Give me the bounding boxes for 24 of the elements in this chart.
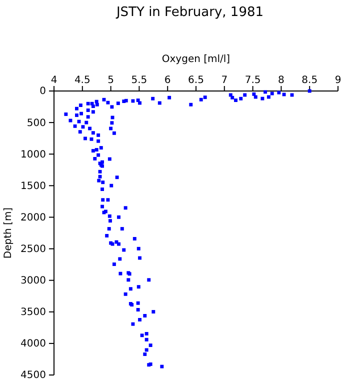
y-tick-label: 2000 bbox=[20, 212, 46, 224]
x-tick-label: 9 bbox=[334, 75, 342, 86]
y-axis-title: Depth [m] bbox=[3, 207, 14, 259]
x-tick-label: 4 bbox=[50, 75, 58, 86]
x-tick-label: 8.5 bbox=[302, 75, 318, 86]
y-tick-label: 1500 bbox=[20, 180, 46, 192]
x-tick-label: 7.5 bbox=[244, 75, 261, 86]
y-tick-label: 3000 bbox=[20, 276, 46, 287]
x-tick-label: 7 bbox=[221, 75, 228, 86]
x-tick-label: 4.5 bbox=[74, 75, 90, 86]
y-tick-label: 2500 bbox=[20, 244, 46, 255]
x-axis-title: Oxygen [ml/l] bbox=[162, 54, 230, 65]
chart-title: JSTY in February, 1981 bbox=[115, 5, 264, 20]
x-tick-label: 6 bbox=[164, 75, 171, 86]
x-tick-label: 8 bbox=[278, 75, 284, 86]
y-tick-label: 4000 bbox=[20, 338, 46, 350]
x-tick-label: 5.5 bbox=[131, 75, 148, 86]
y-tick-label: 1000 bbox=[20, 149, 46, 160]
y-tick-label: 0 bbox=[40, 86, 46, 98]
y-tick-label: 500 bbox=[26, 118, 46, 129]
y-tick-label: 4500 bbox=[20, 370, 46, 382]
x-tick-label: 6.5 bbox=[188, 75, 204, 86]
y-tick-label: 3500 bbox=[20, 307, 46, 318]
x-tick-label: 5 bbox=[108, 75, 114, 86]
